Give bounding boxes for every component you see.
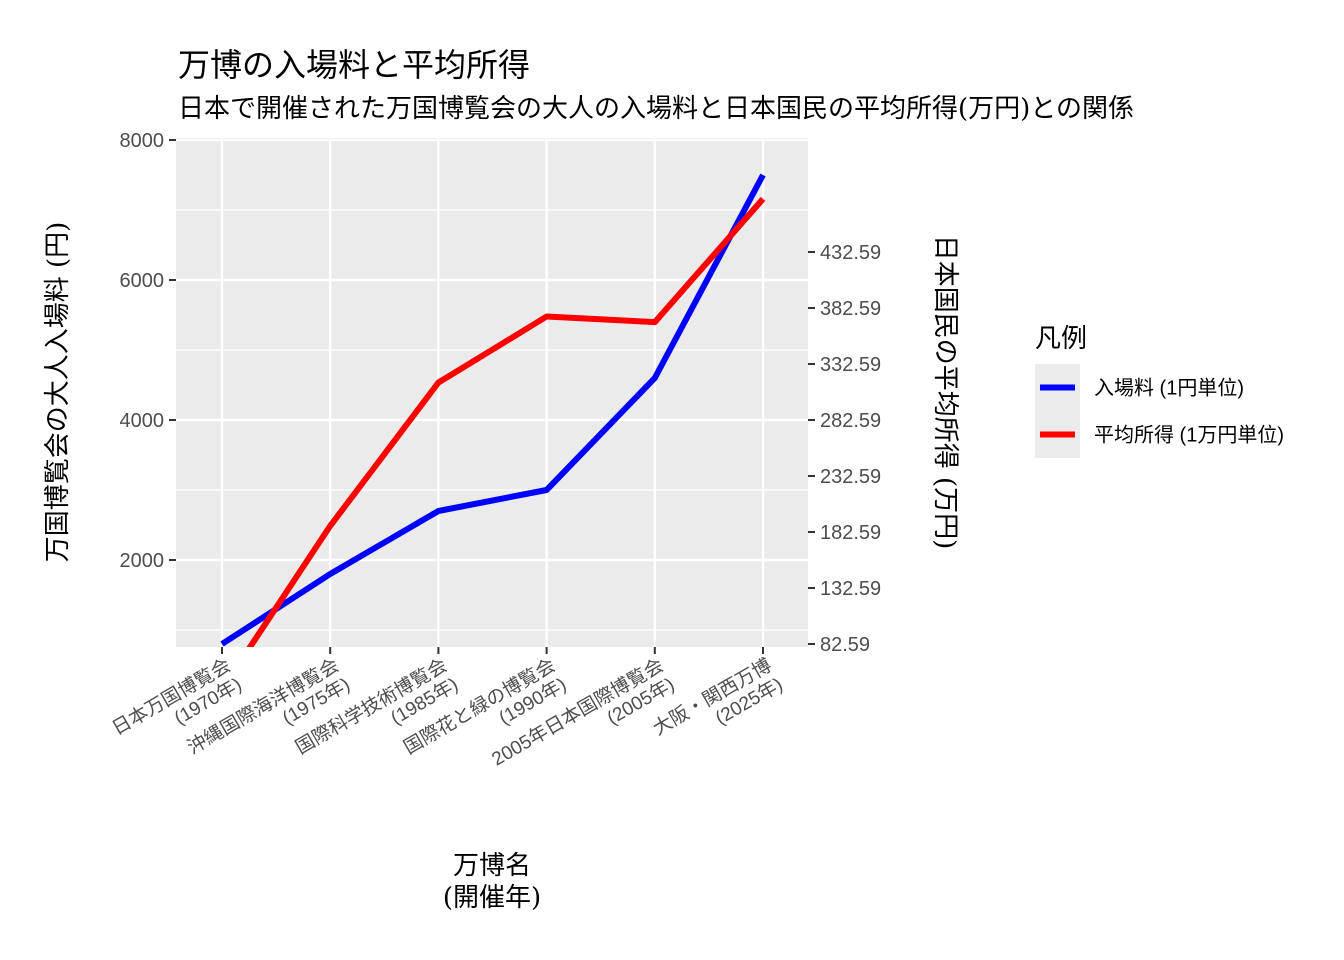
series-line-1 [220, 173, 766, 647]
x-axis-tick-label: 日本万国博覧会(1970年) [108, 654, 245, 759]
y-axis-title-left: 万国博覧会の大人入場料 (円) [43, 222, 73, 563]
left-axis-tick-label: 8000 [120, 130, 165, 152]
chart-title: 万博の入場料と平均所得 [178, 46, 530, 84]
major-gridlines [176, 138, 808, 647]
plot-panel [176, 138, 808, 647]
legend: 凡例 入場料 (1円単位) 平均所得 (1万円単位) [1035, 324, 1284, 458]
y-axis-title-right: 日本国民の平均所得 (万円) [930, 235, 960, 550]
series-lines [220, 173, 766, 647]
x-axis: 日本万国博覧会(1970年)沖縄国際海洋博覧会(1975年)国際科学技術博覧会(… [108, 647, 787, 770]
left-axis-tick-label: 4000 [120, 410, 165, 432]
left-axis-tick-label: 2000 [120, 550, 165, 572]
right-axis-tick-label: 282.59 [820, 410, 881, 432]
right-axis-tick-label: 132.59 [820, 578, 881, 600]
right-axis-tick-label: 382.59 [820, 298, 881, 320]
left-axis: 2000 4000 6000 8000 [120, 130, 176, 572]
x-axis-tick-label: 大阪・関西万博(2025年) [649, 654, 786, 759]
x-axis-title-line2: (開催年) [443, 883, 541, 913]
legend-label: 平均所得 (1万円単位) [1094, 424, 1284, 447]
right-axis-tick-label: 82.59 [820, 634, 870, 656]
legend-label: 入場料 (1円単位) [1094, 377, 1244, 400]
right-axis: 82.59 132.59 182.59 232.59 282.59 332.59 382.5… [808, 242, 881, 656]
legend-items: 入場料 (1円単位) 平均所得 (1万円単位) [1035, 364, 1284, 458]
x-axis-title-line1: 万博名 [453, 851, 531, 881]
right-axis-tick-label: 332.59 [820, 354, 881, 376]
right-axis-tick-label: 432.59 [820, 242, 881, 264]
left-axis-tick-label: 6000 [120, 270, 165, 292]
series-line-2 [246, 196, 766, 647]
chart-subtitle: 日本で開催された万国博覧会の大人の入場料と日本国民の平均所得(万円)との関係 [178, 94, 1134, 124]
right-axis-tick-label: 182.59 [820, 522, 881, 544]
right-axis-tick-label: 232.59 [820, 466, 881, 488]
legend-title: 凡例 [1035, 324, 1087, 354]
